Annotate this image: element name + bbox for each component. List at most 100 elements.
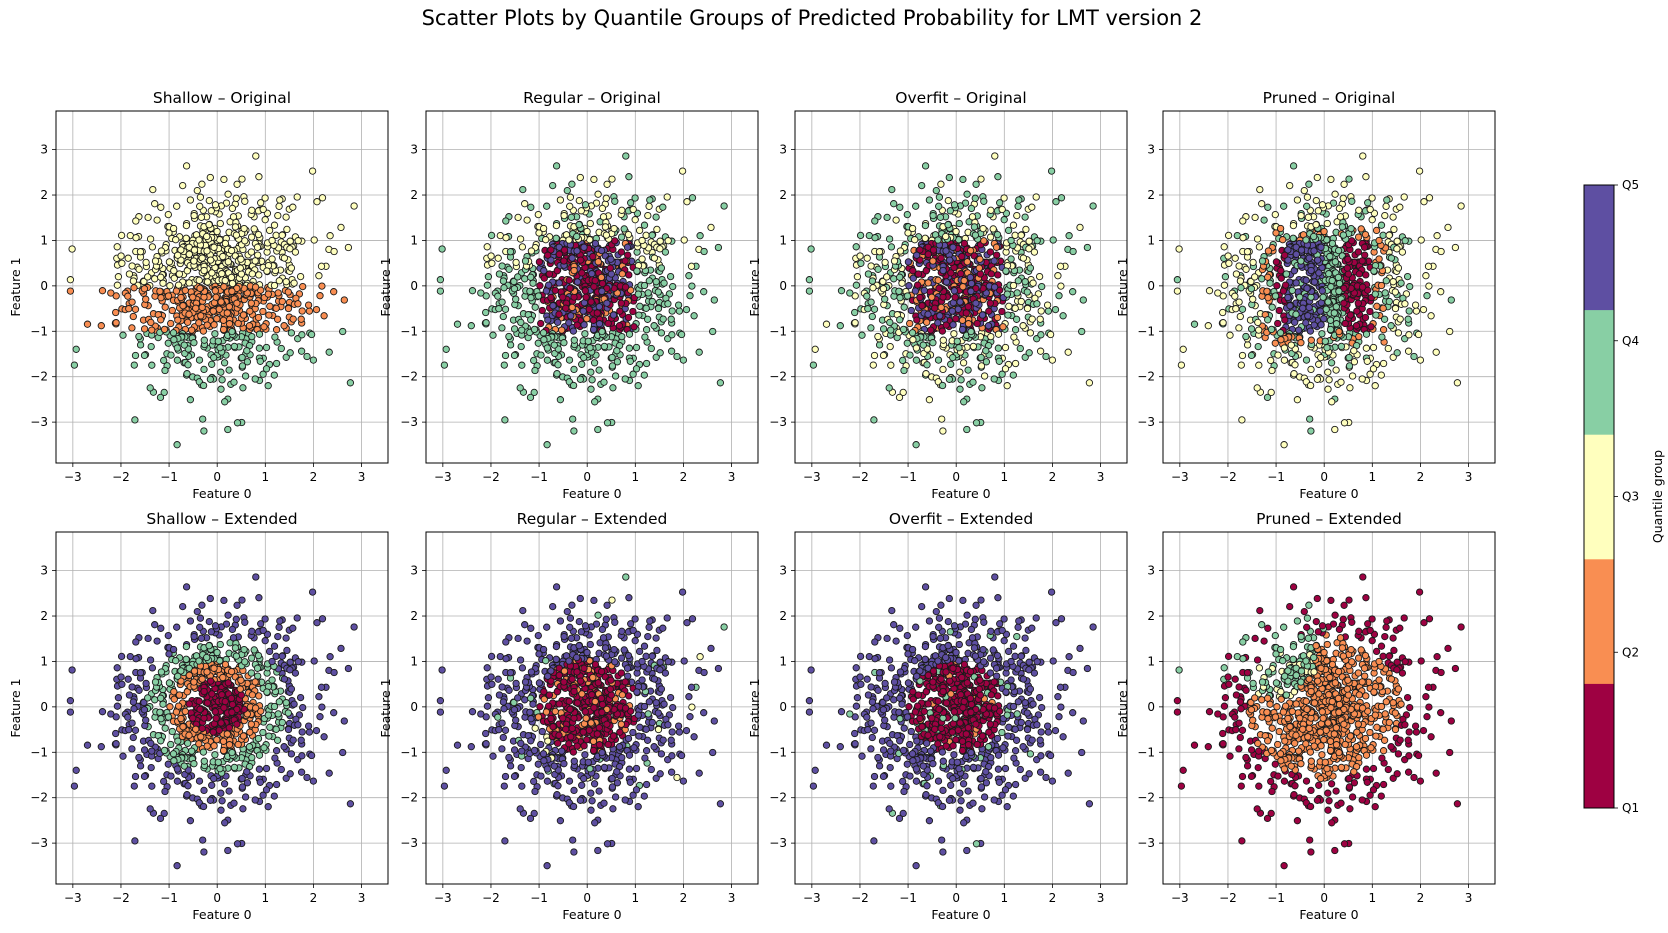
scatter-point: [1276, 329, 1285, 337]
scatter-point: [325, 769, 333, 777]
scatter-point: [482, 308, 490, 317]
scatter-point: [1328, 276, 1336, 285]
scatter-point: [554, 361, 562, 369]
scatter-point: [1348, 197, 1356, 205]
scatter-point: [98, 287, 107, 295]
scatter-point: [1264, 247, 1273, 255]
scatter-point: [1390, 225, 1398, 234]
scatter-point: [568, 303, 576, 312]
scatter-point: [1220, 243, 1228, 251]
y-tick-label: −1: [769, 324, 787, 338]
scatter-point: [992, 243, 1001, 251]
scatter-point: [498, 298, 506, 306]
scatter-point: [286, 666, 294, 674]
scatter-point: [264, 290, 272, 298]
scatter-point: [1009, 221, 1018, 229]
scatter-point: [1313, 375, 1322, 383]
scatter-point: [1340, 419, 1349, 427]
scatter-point: [1375, 255, 1383, 263]
scatter-point: [278, 652, 286, 660]
scatter-point: [984, 322, 993, 330]
scatter-point: [625, 271, 633, 279]
scatter-point: [157, 273, 165, 281]
scatter-point: [125, 726, 133, 734]
scatter-point: [193, 186, 201, 195]
scatter-point: [1272, 258, 1281, 266]
scatter-point: [972, 180, 980, 188]
scatter-point: [972, 299, 980, 307]
scatter-point: [1382, 277, 1390, 285]
scatter-point: [130, 284, 138, 292]
scatter-point: [220, 780, 229, 788]
scatter-point: [440, 361, 449, 369]
scatter-point: [257, 199, 265, 207]
scatter-point: [318, 282, 326, 290]
axes-frame: [55, 110, 389, 464]
scatter-point: [621, 375, 629, 383]
scatter-point: [989, 225, 997, 233]
scatter-point: [906, 319, 914, 328]
y-tick-label: −2: [400, 370, 418, 384]
scatter-point: [912, 356, 921, 364]
scatter-point: [590, 175, 598, 184]
scatter-point: [502, 217, 510, 225]
scatter-point: [299, 282, 307, 291]
scatter-point: [251, 257, 259, 265]
scatter-point: [297, 315, 305, 323]
scatter-point: [1011, 304, 1019, 312]
scatter-point: [164, 210, 172, 219]
scatter-point: [233, 299, 241, 307]
scatter-point: [589, 316, 598, 324]
y-tick-label: 3: [40, 143, 48, 157]
scatter-point: [223, 309, 231, 317]
scatter-point: [180, 762, 188, 770]
scatter-point: [259, 307, 267, 316]
scatter-point: [648, 297, 656, 306]
scatter-point: [135, 332, 143, 341]
scatter-point: [1320, 315, 1328, 323]
scatter-point: [132, 234, 140, 242]
scatter-point: [542, 236, 550, 244]
scatter-point: [135, 265, 143, 273]
scatter-point: [207, 207, 215, 215]
scatter-point: [1281, 281, 1290, 289]
scatter-point: [626, 357, 634, 365]
scatter-point: [886, 318, 894, 327]
scatter-point: [1366, 307, 1374, 316]
scatter-point: [573, 321, 581, 329]
scatter-point: [555, 279, 563, 287]
scatter-point: [282, 353, 290, 361]
scatter-point: [660, 279, 668, 287]
scatter-point: [1370, 267, 1378, 275]
scatter-point: [1247, 351, 1256, 360]
scatter-point: [233, 419, 242, 427]
scatter-point: [1339, 231, 1348, 239]
scatter-point: [247, 654, 256, 662]
scatter-point: [181, 286, 189, 295]
scatter-point: [853, 273, 862, 281]
scatter-point: [1310, 321, 1318, 329]
scatter-point: [895, 393, 904, 402]
scatter-point: [523, 216, 531, 224]
scatter-point: [260, 323, 268, 331]
subplot-title: Pruned – Original: [1263, 89, 1396, 107]
y-tick-label: −1: [400, 324, 418, 338]
scatter-point: [687, 262, 696, 270]
x-tick-label: 1: [261, 470, 269, 484]
scatter-point: [950, 287, 958, 295]
scatter-point: [211, 287, 219, 295]
scatter-point: [539, 329, 548, 337]
scatter-point: [956, 298, 964, 306]
scatter-point: [972, 419, 981, 427]
scatter-point: [963, 258, 971, 266]
scatter-point: [1173, 287, 1182, 295]
scatter-point: [170, 336, 178, 344]
scatter-point: [1303, 284, 1311, 292]
scatter-point: [1404, 347, 1413, 355]
scatter-point: [1343, 264, 1351, 272]
scatter-point: [1307, 427, 1315, 435]
scatter-point: [1332, 320, 1341, 328]
scatter-point: [587, 368, 595, 376]
scatter-point: [83, 741, 92, 749]
scatter-point: [1344, 270, 1353, 278]
